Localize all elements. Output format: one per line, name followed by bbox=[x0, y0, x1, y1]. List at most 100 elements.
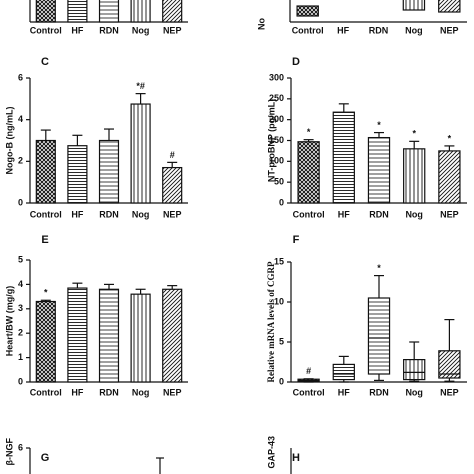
x-tick-label: HF bbox=[71, 209, 83, 219]
significance-mark: * bbox=[377, 263, 381, 273]
y-tick-label: 0 bbox=[18, 197, 23, 207]
bar bbox=[162, 288, 183, 383]
bar bbox=[130, 103, 151, 204]
y-tick-label: 3 bbox=[18, 303, 23, 313]
x-tick-label: NEP bbox=[163, 209, 182, 219]
y-axis-label: Relative mRNA levels of CGRP bbox=[266, 261, 276, 382]
x-tick-label: Control bbox=[30, 209, 62, 219]
bar bbox=[367, 136, 391, 204]
y-tick-label: 4 bbox=[18, 114, 23, 124]
x-tick-label: RDN bbox=[99, 209, 119, 219]
cropped-bar bbox=[130, 0, 151, 23]
x-tick-label: NEP bbox=[163, 25, 182, 35]
x-tick-label: Nog bbox=[405, 387, 423, 397]
y-axis-label: β-NGF bbox=[4, 438, 14, 466]
panel-letter: D bbox=[292, 56, 300, 68]
bar bbox=[67, 287, 88, 383]
y-tick-label: 1 bbox=[18, 352, 23, 362]
panel-letter: C bbox=[41, 56, 49, 68]
significance-mark: # bbox=[306, 366, 311, 376]
y-tick-label: 100 bbox=[269, 156, 284, 166]
y-tick-label: 2 bbox=[18, 328, 23, 338]
panel-letter: E bbox=[41, 234, 48, 246]
x-tick-label: Nog bbox=[405, 25, 423, 35]
x-tick-label: RDN bbox=[99, 387, 119, 397]
bar bbox=[438, 150, 461, 204]
panel-letter: H bbox=[292, 452, 300, 464]
x-tick-label: Nog bbox=[132, 209, 150, 219]
y-tick-label: 150 bbox=[269, 135, 284, 145]
bar bbox=[98, 288, 120, 383]
box bbox=[438, 350, 461, 379]
x-tick-label: HF bbox=[338, 387, 350, 397]
y-tick-label: 6 bbox=[18, 72, 23, 82]
x-tick-label: Nog bbox=[132, 25, 150, 35]
bar bbox=[35, 139, 56, 204]
y-tick-label: 15 bbox=[274, 256, 284, 266]
significance-mark: # bbox=[170, 150, 175, 160]
y-tick-label: 50 bbox=[274, 177, 284, 187]
cropped-bar bbox=[35, 0, 56, 23]
x-tick-label: Nog bbox=[405, 209, 423, 219]
cropped-bar bbox=[98, 0, 120, 23]
bar bbox=[98, 139, 120, 204]
significance-mark: *# bbox=[136, 81, 145, 91]
y-tick-label: 4 bbox=[18, 279, 23, 289]
bar bbox=[297, 141, 320, 204]
cropped-bar bbox=[162, 0, 183, 23]
bar bbox=[332, 111, 355, 204]
y-tick-label: 5 bbox=[279, 336, 284, 346]
x-tick-label: NEP bbox=[440, 25, 459, 35]
x-tick-label: HF bbox=[71, 387, 83, 397]
x-tick-label: RDN bbox=[369, 25, 389, 35]
cropped-box bbox=[402, 0, 426, 11]
significance-mark: * bbox=[377, 120, 381, 130]
significance-mark: * bbox=[44, 288, 48, 298]
panel-letter: G bbox=[41, 452, 50, 464]
box bbox=[332, 363, 355, 381]
cropped-bar bbox=[67, 0, 88, 23]
x-tick-label: Control bbox=[292, 25, 324, 35]
x-tick-label: NEP bbox=[163, 387, 182, 397]
y-tick-label: 10 bbox=[274, 296, 284, 306]
x-tick-label: Control bbox=[30, 25, 62, 35]
significance-mark: * bbox=[412, 129, 416, 139]
y-tick-label: 5 bbox=[18, 254, 23, 264]
x-tick-label: RDN bbox=[99, 25, 119, 35]
bar bbox=[67, 145, 88, 204]
y-tick-label: 6 bbox=[18, 442, 23, 452]
bar bbox=[35, 300, 56, 383]
bar bbox=[130, 293, 151, 383]
x-tick-label: NEP bbox=[440, 387, 459, 397]
y-tick-label: 0 bbox=[279, 197, 284, 207]
y-axis-label: NT-proBNP (pg/mL) bbox=[266, 99, 276, 182]
y-tick-label: 200 bbox=[269, 114, 284, 124]
y-tick-label: 0 bbox=[279, 376, 284, 386]
x-tick-label: HF bbox=[71, 25, 83, 35]
panel-letter: F bbox=[293, 234, 300, 246]
box bbox=[403, 359, 426, 381]
x-tick-label: Control bbox=[293, 209, 325, 219]
x-tick-label: HF bbox=[337, 25, 349, 35]
box bbox=[367, 297, 391, 375]
cropped-box bbox=[296, 5, 319, 17]
x-tick-label: HF bbox=[338, 209, 350, 219]
y-tick-label: 2 bbox=[18, 156, 23, 166]
significance-mark: * bbox=[448, 133, 452, 143]
x-tick-label: NEP bbox=[440, 209, 459, 219]
y-axis-label: Heart/BW (mg/g) bbox=[4, 286, 14, 357]
x-tick-label: RDN bbox=[369, 209, 389, 219]
y-axis-label: No bbox=[256, 18, 266, 30]
cropped-box bbox=[438, 0, 461, 13]
y-axis-label: GAP-43 bbox=[266, 436, 276, 469]
y-axis-label: Nogo-B (ng/mL) bbox=[4, 107, 14, 175]
bar bbox=[162, 166, 183, 204]
y-tick-label: 250 bbox=[269, 93, 284, 103]
x-tick-label: Control bbox=[293, 387, 325, 397]
x-tick-label: RDN bbox=[369, 387, 389, 397]
x-tick-label: Control bbox=[30, 387, 62, 397]
x-tick-label: Nog bbox=[132, 387, 150, 397]
bar bbox=[403, 148, 426, 204]
